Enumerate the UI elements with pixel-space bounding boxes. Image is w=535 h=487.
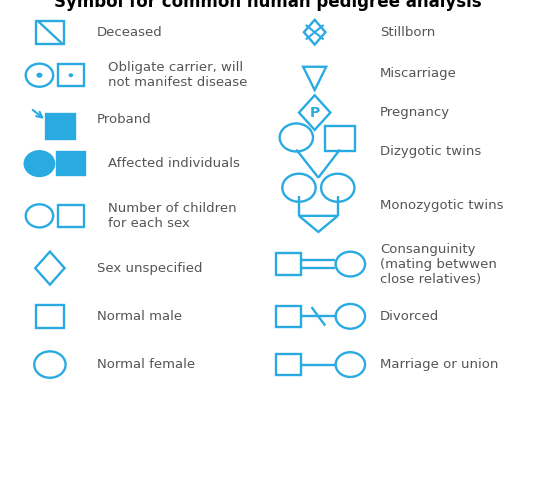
- Circle shape: [25, 151, 54, 176]
- Bar: [58, 205, 83, 226]
- Text: Consanguinity
(mating betwwen
close relatives): Consanguinity (mating betwwen close rela…: [380, 243, 497, 285]
- Text: Symbol for common human pedigree analysis: Symbol for common human pedigree analysi…: [54, 0, 482, 11]
- Bar: [325, 126, 355, 150]
- Text: Monozygotic twins: Monozygotic twins: [380, 199, 504, 212]
- Bar: [36, 20, 64, 44]
- Text: P: P: [310, 106, 320, 120]
- Text: Normal male: Normal male: [97, 310, 182, 323]
- Bar: [58, 64, 83, 86]
- Text: Dizygotic twins: Dizygotic twins: [380, 145, 482, 158]
- Text: Proband: Proband: [97, 113, 152, 126]
- Text: Marriage or union: Marriage or union: [380, 358, 499, 371]
- Circle shape: [36, 73, 42, 78]
- Text: Affected individuals: Affected individuals: [108, 157, 240, 170]
- Bar: [45, 114, 75, 139]
- Text: Obligate carrier, will
not manifest disease: Obligate carrier, will not manifest dise…: [108, 61, 247, 89]
- Text: Normal female: Normal female: [97, 358, 195, 371]
- Text: Number of children
for each sex: Number of children for each sex: [108, 202, 236, 230]
- Text: Deceased: Deceased: [97, 26, 163, 38]
- Bar: [276, 306, 301, 327]
- Bar: [36, 305, 64, 328]
- Bar: [276, 354, 301, 375]
- Text: Sex unspecified: Sex unspecified: [97, 262, 203, 275]
- Circle shape: [68, 73, 73, 77]
- Text: Miscarriage: Miscarriage: [380, 68, 457, 80]
- Bar: [276, 253, 301, 275]
- Text: Pregnancy: Pregnancy: [380, 106, 450, 119]
- Text: Divorced: Divorced: [380, 310, 439, 323]
- Text: Stillborn: Stillborn: [380, 26, 435, 38]
- Bar: [57, 152, 85, 175]
